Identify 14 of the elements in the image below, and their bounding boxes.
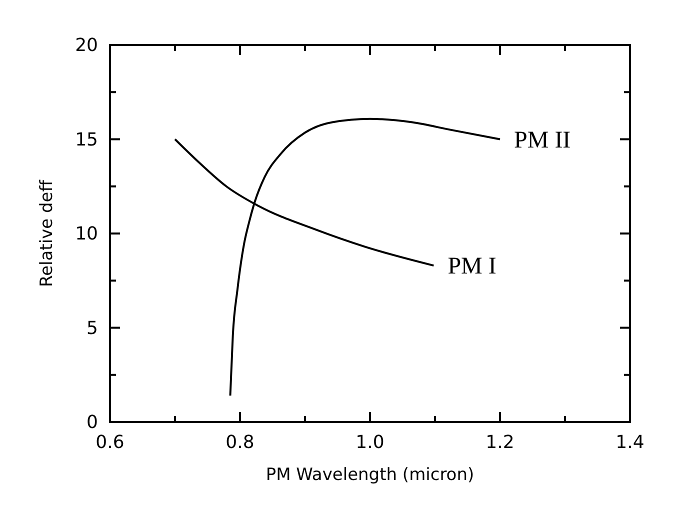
legend-label: PM II xyxy=(514,127,571,154)
x-axis-title: PM Wavelength (micron) xyxy=(266,465,474,485)
x-tick-label: 1.0 xyxy=(356,432,384,453)
y-tick-label: 10 xyxy=(75,224,98,244)
x-tick-label: 1.4 xyxy=(616,432,644,453)
y-tick-label: 5 xyxy=(86,318,98,339)
y-axis-title: Relative deff xyxy=(37,178,57,287)
x-tick-label: 1.2 xyxy=(486,432,514,453)
x-tick-label: 0.6 xyxy=(96,432,124,453)
y-tick-label: 0 xyxy=(86,412,98,433)
series-label: PM I xyxy=(448,254,496,280)
x-tick-label: 0.8 xyxy=(226,432,254,453)
y-tick-label: 20 xyxy=(75,35,98,56)
y-tick-label: 15 xyxy=(75,129,98,150)
